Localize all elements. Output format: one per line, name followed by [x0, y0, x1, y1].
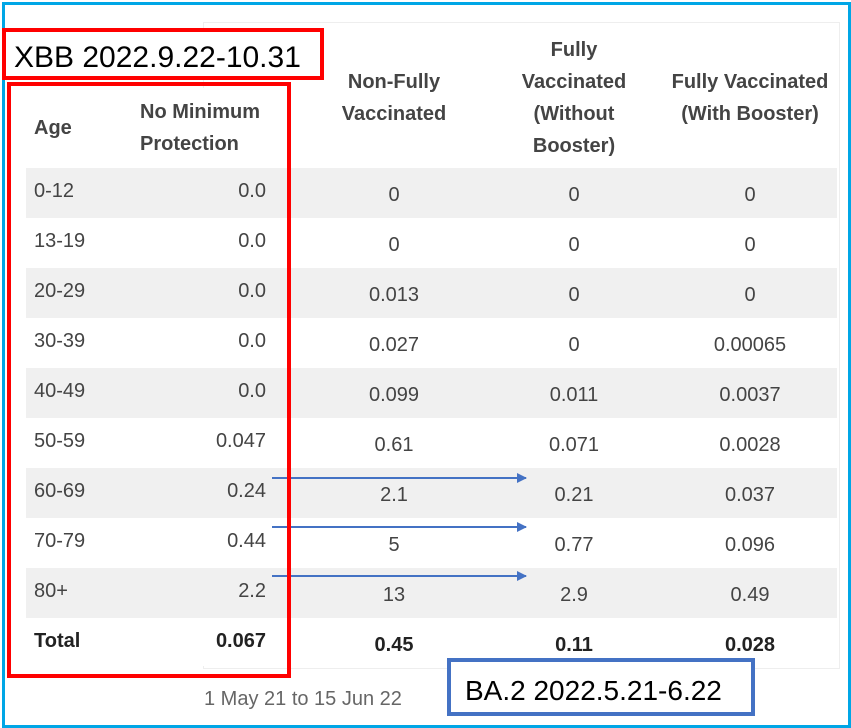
- cell-non-fully: 0: [388, 184, 400, 206]
- cell-value: 0.0: [238, 180, 266, 202]
- cell-non-fully: 0.099: [368, 384, 420, 406]
- cell-without-booster: 0.21: [554, 484, 594, 506]
- cell-value: 0.047: [215, 430, 266, 452]
- cell-without-booster: 0: [568, 284, 580, 306]
- cell-non-fully: 13: [382, 584, 406, 606]
- cell-value: 0.44: [227, 530, 266, 552]
- ba2-label: BA.2 2022.5.21-6.22: [447, 658, 755, 716]
- cell-age: Total: [34, 630, 81, 652]
- cell-value: 0.0: [238, 230, 266, 252]
- cell-with-booster: 0.0028: [719, 434, 781, 456]
- cell-without-booster: 0.071: [548, 434, 600, 456]
- stripe-row: [26, 468, 837, 518]
- stripe-row: [26, 268, 837, 318]
- cell-value: 0.24: [227, 480, 266, 502]
- cell-age: 13-19: [34, 230, 86, 252]
- cell-with-booster: 0.00065: [713, 334, 787, 356]
- cell-age: 70-79: [34, 530, 86, 552]
- header-protection-line2: Protection: [140, 133, 239, 155]
- cell-non-fully: 5: [388, 534, 400, 556]
- cell-with-booster: 0.096: [724, 534, 776, 556]
- cell-value: 0.0: [238, 380, 266, 402]
- cell-with-booster: 0.028: [724, 634, 776, 656]
- cell-value: 2.2: [238, 580, 266, 602]
- cell-with-booster: 0: [744, 184, 756, 206]
- cell-value: 0.0: [238, 330, 266, 352]
- cell-non-fully: 2.1: [380, 484, 408, 506]
- xbb-highlight-box: [7, 82, 291, 678]
- cell-without-booster: 0.77: [554, 534, 594, 556]
- stripe-row: [26, 168, 837, 218]
- cell-with-booster: 0.037: [724, 484, 776, 506]
- cell-value: 0.067: [215, 630, 266, 652]
- cell-without-booster: 0.11: [555, 634, 593, 656]
- cell-age: 60-69: [34, 480, 86, 502]
- cell-with-booster: 0: [744, 284, 756, 306]
- cell-without-booster: 2.9: [560, 584, 588, 606]
- cell-age: 0-12: [34, 180, 75, 202]
- cell-without-booster: 0: [568, 184, 580, 206]
- cell-without-booster: 0: [568, 234, 580, 256]
- cell-age: 80+: [34, 580, 68, 602]
- cell-without-booster: 0.011: [549, 384, 599, 406]
- cell-age: 20-29: [34, 280, 86, 302]
- cell-with-booster: 0: [744, 234, 756, 256]
- cell-non-fully: 0.45: [374, 634, 414, 656]
- header-age: Age: [34, 117, 72, 139]
- cell-with-booster: 0.0037: [719, 384, 781, 406]
- cell-with-booster: 0.49: [730, 584, 770, 606]
- cell-non-fully: 0.027: [368, 334, 420, 356]
- cell-non-fully: 0.013: [368, 284, 420, 306]
- cell-age: 40-49: [34, 380, 86, 402]
- cell-age: 30-39: [34, 330, 86, 352]
- date-range-footnote: 1 May 21 to 15 Jun 22: [204, 688, 402, 710]
- cell-value: 0.0: [238, 280, 266, 302]
- cell-non-fully: 0.61: [374, 434, 414, 456]
- xbb-label: XBB 2022.9.22-10.31: [2, 28, 324, 80]
- cell-non-fully: 0: [388, 234, 400, 256]
- stripe-row: [26, 368, 837, 418]
- cell-without-booster: 0: [568, 334, 580, 356]
- header-protection-line1: No Minimum: [140, 101, 260, 123]
- cell-age: 50-59: [34, 430, 86, 452]
